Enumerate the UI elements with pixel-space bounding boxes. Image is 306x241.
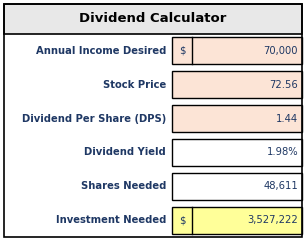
FancyBboxPatch shape	[172, 139, 302, 166]
FancyBboxPatch shape	[172, 71, 302, 98]
Text: $: $	[179, 46, 185, 56]
Text: $: $	[179, 215, 185, 225]
Text: 1.98%: 1.98%	[267, 147, 298, 157]
FancyBboxPatch shape	[172, 37, 302, 64]
FancyBboxPatch shape	[172, 173, 302, 200]
Text: Dividend Per Share (DPS): Dividend Per Share (DPS)	[22, 114, 166, 124]
Text: 72.56: 72.56	[269, 80, 298, 90]
Text: 70,000: 70,000	[263, 46, 298, 56]
Text: 3,527,222: 3,527,222	[247, 215, 298, 225]
FancyBboxPatch shape	[172, 105, 302, 132]
Text: Annual Income Desired: Annual Income Desired	[35, 46, 166, 56]
Text: Dividend Calculator: Dividend Calculator	[79, 13, 227, 26]
Text: Shares Needed: Shares Needed	[80, 181, 166, 191]
Text: 48,611: 48,611	[263, 181, 298, 191]
Text: Investment Needed: Investment Needed	[56, 215, 166, 225]
Text: Dividend Yield: Dividend Yield	[84, 147, 166, 157]
Text: Stock Price: Stock Price	[103, 80, 166, 90]
FancyBboxPatch shape	[4, 4, 302, 34]
FancyBboxPatch shape	[172, 207, 302, 234]
Text: 1.44: 1.44	[276, 114, 298, 124]
